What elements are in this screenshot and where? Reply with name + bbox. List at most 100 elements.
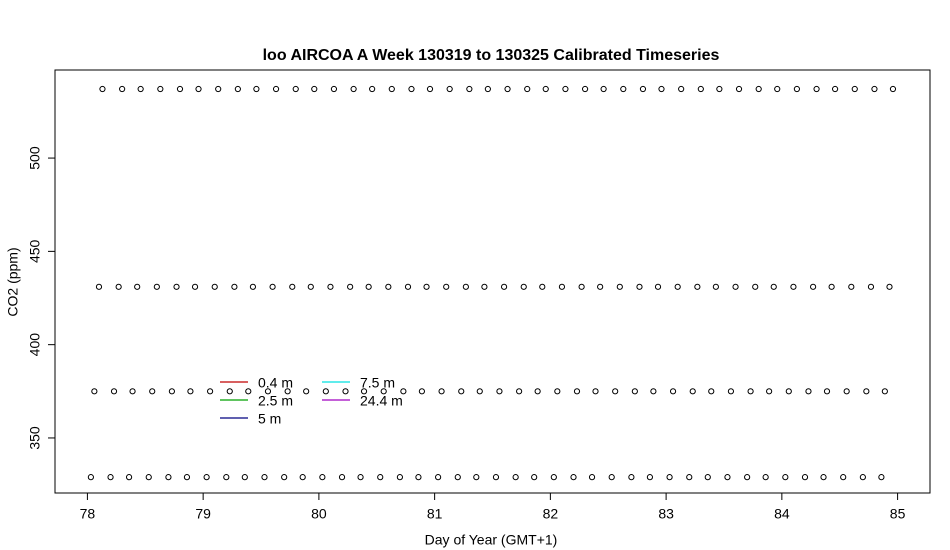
point — [689, 388, 696, 395]
point — [654, 283, 662, 290]
x-tick-label: 79 — [195, 506, 211, 522]
point — [747, 388, 754, 395]
point — [173, 283, 180, 290]
point — [404, 283, 412, 290]
point — [187, 388, 194, 395]
point — [347, 283, 354, 290]
point — [191, 283, 199, 290]
point — [790, 283, 797, 290]
point — [426, 85, 434, 93]
point — [708, 388, 715, 395]
point — [570, 474, 577, 481]
point — [466, 85, 473, 93]
point — [149, 388, 156, 395]
point — [168, 388, 175, 395]
point — [388, 85, 395, 93]
point — [492, 474, 500, 481]
plot-frame — [54, 69, 931, 494]
x-tick-label: 80 — [311, 506, 327, 522]
point — [458, 388, 465, 395]
point — [281, 474, 288, 481]
point — [157, 85, 164, 93]
point — [211, 283, 218, 290]
point — [592, 388, 599, 395]
point — [365, 283, 372, 290]
point — [153, 283, 160, 290]
point — [129, 388, 136, 395]
point — [195, 85, 202, 93]
point — [303, 388, 310, 395]
point — [307, 283, 314, 290]
point — [145, 474, 152, 481]
point — [500, 283, 508, 290]
point — [881, 388, 888, 395]
point — [539, 283, 546, 290]
point — [107, 474, 114, 481]
point — [600, 85, 607, 93]
point — [418, 388, 425, 395]
point — [338, 474, 346, 481]
point — [234, 85, 241, 93]
point — [520, 283, 527, 290]
point — [805, 388, 812, 395]
point — [820, 474, 827, 481]
point — [762, 474, 769, 481]
point — [504, 85, 511, 93]
point — [476, 388, 483, 395]
point — [473, 474, 480, 481]
point — [350, 85, 357, 93]
point — [755, 85, 762, 93]
legend-label: 5 m — [258, 411, 281, 427]
point — [732, 283, 739, 290]
point — [851, 85, 858, 93]
point — [512, 474, 519, 481]
point — [203, 474, 210, 481]
point — [319, 474, 326, 481]
point — [658, 85, 665, 93]
point — [215, 85, 222, 93]
legend-label: 24.4 m — [360, 393, 403, 409]
x-tick-label: 84 — [774, 506, 790, 522]
point — [766, 388, 773, 395]
y-tick-label: 450 — [27, 239, 43, 263]
point — [292, 85, 299, 93]
point — [408, 85, 415, 93]
point — [385, 283, 392, 290]
point — [686, 474, 693, 481]
point — [712, 283, 719, 290]
point — [396, 474, 404, 481]
point — [223, 474, 230, 481]
point — [272, 85, 280, 93]
point — [446, 85, 453, 93]
point — [550, 474, 557, 481]
point — [616, 283, 623, 290]
point — [562, 85, 569, 93]
point — [669, 388, 677, 395]
point — [264, 388, 272, 395]
point — [859, 474, 866, 481]
point — [774, 85, 781, 93]
point — [322, 388, 329, 395]
x-tick-label: 85 — [890, 506, 906, 522]
point — [226, 388, 233, 395]
point — [245, 388, 252, 395]
point — [727, 388, 735, 395]
point — [573, 388, 581, 395]
point — [770, 283, 777, 290]
point — [380, 388, 387, 395]
point — [878, 474, 885, 481]
point — [831, 85, 839, 93]
legend-label: 2.5 m — [258, 393, 293, 409]
legend-label: 7.5 m — [360, 375, 395, 391]
point — [330, 85, 338, 93]
point — [828, 283, 835, 290]
point — [840, 474, 847, 481]
point — [165, 474, 172, 481]
point — [639, 85, 647, 93]
point — [231, 283, 238, 290]
point — [369, 85, 376, 93]
point — [289, 283, 296, 290]
legend-label: 0.4 m — [258, 375, 293, 391]
